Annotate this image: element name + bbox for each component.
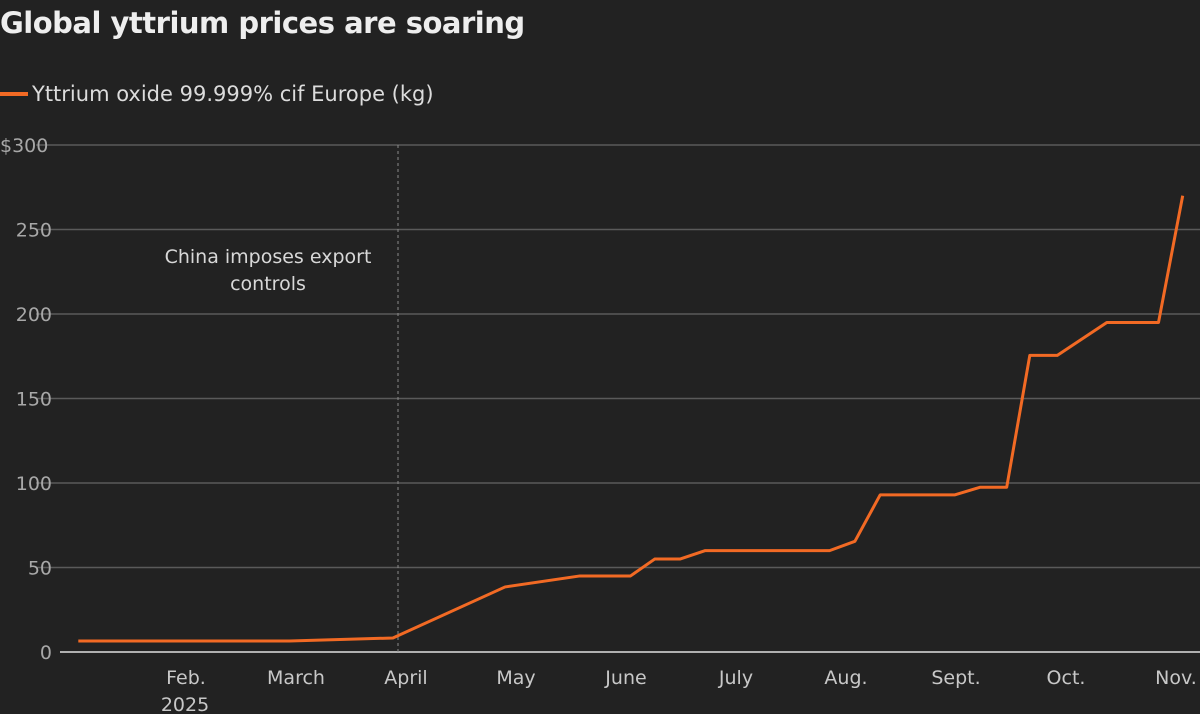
x-tick-label: Oct.: [1047, 667, 1086, 689]
legend: Yttrium oxide 99.999% cif Europe (kg): [0, 82, 434, 106]
x-tick-label: Feb.: [166, 667, 206, 689]
legend-swatch: [0, 92, 28, 96]
y-tick-label: 50: [28, 558, 52, 580]
series-line: [78, 195, 1185, 643]
y-tick-label: $300: [0, 135, 48, 157]
x-tick-label: June: [604, 667, 646, 689]
chart-title: Global yttrium prices are soaring: [0, 6, 525, 40]
x-tick-label: July: [718, 667, 753, 689]
annotation-text: China imposes export: [165, 246, 372, 268]
x-tick-label: May: [496, 667, 535, 689]
y-tick-label: 0: [40, 642, 52, 664]
y-tick-label: 250: [16, 220, 52, 242]
x-tick-label: Aug.: [824, 667, 867, 689]
x-tick-label: Sept.: [931, 667, 980, 689]
y-tick-label: 150: [16, 389, 52, 411]
x-tick-label: Nov.: [1155, 667, 1197, 689]
legend-label: Yttrium oxide 99.999% cif Europe (kg): [32, 82, 434, 106]
annotation-text: controls: [230, 273, 306, 295]
x-tick-label: March: [267, 667, 325, 689]
x-tick-label: April: [384, 667, 427, 689]
y-tick-label: 200: [16, 304, 52, 326]
x-year-label: 2025: [161, 694, 209, 714]
y-tick-label: 100: [16, 473, 52, 495]
